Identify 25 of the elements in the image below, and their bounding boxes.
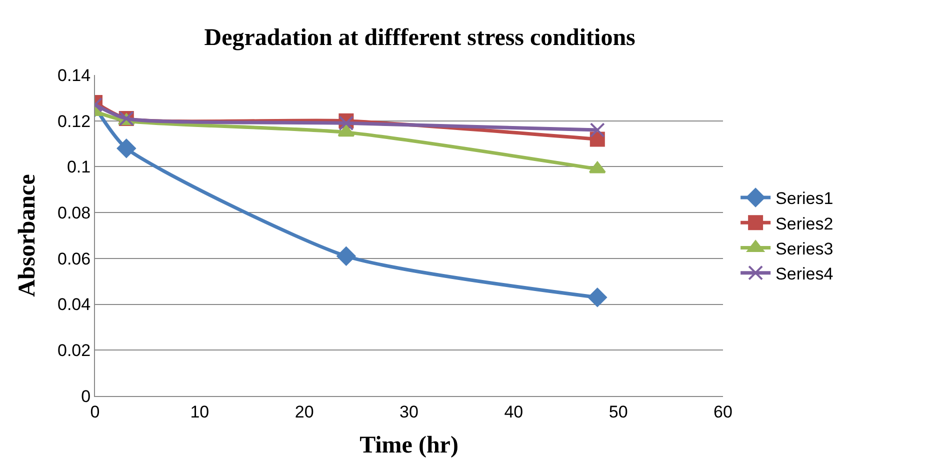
y-tick-label: 0.06 bbox=[58, 249, 91, 268]
y-tick-label: 0.14 bbox=[58, 66, 91, 85]
x-tick-label: 10 bbox=[190, 402, 210, 422]
y-tick-label: 0.12 bbox=[58, 112, 91, 131]
point bbox=[588, 288, 607, 307]
x-tick-label: 60 bbox=[714, 402, 732, 422]
y-axis-title: Absorbance bbox=[14, 174, 41, 297]
y-tick-label: 0.02 bbox=[58, 341, 91, 360]
x-tick-label: 20 bbox=[294, 402, 314, 422]
x-tick-label: 50 bbox=[608, 402, 628, 422]
legend-label: Series4 bbox=[776, 264, 834, 284]
y-tick-label: 0.1 bbox=[66, 158, 91, 177]
legend-label: Series1 bbox=[776, 189, 834, 208]
x-tick-label: 30 bbox=[400, 402, 418, 422]
y-tick-label: 0 bbox=[81, 386, 91, 406]
y-tick-label: 0.04 bbox=[58, 295, 91, 314]
x-tick-label: 40 bbox=[504, 402, 524, 422]
legend-label: Series3 bbox=[776, 239, 834, 258]
y-tick-label: 0.08 bbox=[58, 204, 91, 223]
point bbox=[590, 122, 605, 138]
x-axis-title: Time (hr) bbox=[360, 432, 458, 459]
point bbox=[336, 246, 356, 266]
chart-title: Degradation at diffferent stress conditions bbox=[204, 24, 636, 51]
point bbox=[116, 138, 136, 158]
legend-label: Series2 bbox=[776, 214, 834, 234]
